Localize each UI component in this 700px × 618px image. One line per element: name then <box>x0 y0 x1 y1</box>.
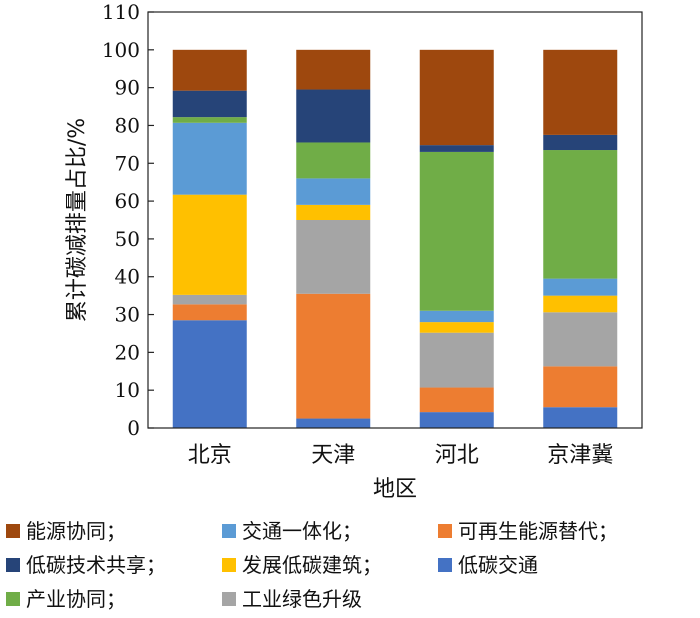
legend-label: 工业绿色升级 <box>242 587 362 611</box>
x-axis-title: 地区 <box>373 477 417 502</box>
y-tick-label: 80 <box>115 113 140 137</box>
bar-segment-1-7 <box>172 90 247 118</box>
bar-segment-2-3 <box>296 220 371 294</box>
bar-segment-4-3 <box>543 312 618 367</box>
bar-segment-3-5 <box>419 310 494 323</box>
legend-label: 产业协同； <box>26 587 126 611</box>
y-tick-label: 70 <box>115 151 140 175</box>
bar-segment-3-6 <box>419 151 494 311</box>
y-axis-title: 累计碳减排量占比/% <box>65 118 90 322</box>
bar-segment-2-5 <box>296 178 371 205</box>
bar-segment-3-4 <box>419 322 494 333</box>
bar-segment-1-6 <box>172 117 247 123</box>
bar-segment-3-8 <box>419 49 494 146</box>
y-tick-label: 40 <box>115 265 140 289</box>
bar-segment-3-1 <box>419 412 494 428</box>
y-tick-label: 50 <box>115 227 140 251</box>
bar-segment-1-5 <box>172 122 247 195</box>
bar-segment-4-5 <box>543 278 618 296</box>
category-label: 天津 <box>311 443 355 468</box>
bar-segment-1-3 <box>172 294 247 305</box>
axes-layer <box>147 11 643 429</box>
bar-segment-1-4 <box>172 194 247 295</box>
legend-label: 交通一体化； <box>242 519 362 543</box>
y-tick-label: 100 <box>102 38 140 62</box>
y-tick-label: 90 <box>115 76 140 100</box>
legend-swatch <box>6 558 20 572</box>
bar-segment-4-7 <box>543 134 618 151</box>
x-categories-layer: 北京 天津 河北 京津冀 <box>188 443 614 468</box>
legend-swatch <box>6 524 20 538</box>
category-label: 京津冀 <box>547 443 613 468</box>
bar-segment-3-3 <box>419 332 494 388</box>
bar-segment-2-7 <box>296 89 371 143</box>
bar-segment-4-4 <box>543 295 618 313</box>
y-tick-label: 110 <box>102 0 140 24</box>
bar-segment-2-1 <box>296 418 371 428</box>
bar-segment-4-2 <box>543 366 618 408</box>
y-tick-label: 0 <box>127 416 140 440</box>
y-tick-label: 20 <box>115 340 140 364</box>
bar-segment-2-6 <box>296 142 371 179</box>
bar-segment-3-7 <box>419 145 494 152</box>
y-tick-label: 60 <box>115 189 140 213</box>
bar-segment-2-8 <box>296 49 371 90</box>
legend-label: 低碳技术共享； <box>26 553 166 577</box>
bar-segment-1-8 <box>172 49 247 91</box>
bars-layer <box>172 49 618 428</box>
category-label: 河北 <box>435 443 479 468</box>
bar-segment-4-6 <box>543 150 618 279</box>
legend-swatch <box>222 524 236 538</box>
legend-label: 可再生能源替代； <box>458 519 618 543</box>
bar-segment-4-1 <box>543 407 618 428</box>
legend-swatch <box>222 558 236 572</box>
y-tick-label: 10 <box>115 378 140 402</box>
legend-swatch <box>438 524 452 538</box>
legend-label: 发展低碳建筑； <box>242 553 382 577</box>
legend-swatch <box>6 592 20 606</box>
legend-label: 低碳交通 <box>458 553 538 577</box>
bar-segment-2-4 <box>296 204 371 220</box>
y-tick-label: 30 <box>115 303 140 327</box>
legend-label: 能源协同； <box>26 519 126 543</box>
legend-swatch <box>438 558 452 572</box>
plot-frame <box>147 11 643 429</box>
bar-segment-1-2 <box>172 304 247 321</box>
legend: 能源协同； 交通一体化； 可再生能源替代； 低碳技术共享； 发展低碳建筑； 低碳交通产业协… <box>6 519 618 611</box>
bar-segment-2-2 <box>296 293 371 419</box>
bar-segment-1-1 <box>172 320 247 428</box>
legend-swatch <box>222 592 236 606</box>
bar-segment-3-2 <box>419 387 494 413</box>
bar-segment-4-8 <box>543 49 618 135</box>
y-ticks-layer: 0 10 20 30 40 50 60 70 80 90 100 110 <box>102 0 154 440</box>
category-label: 北京 <box>188 443 232 468</box>
